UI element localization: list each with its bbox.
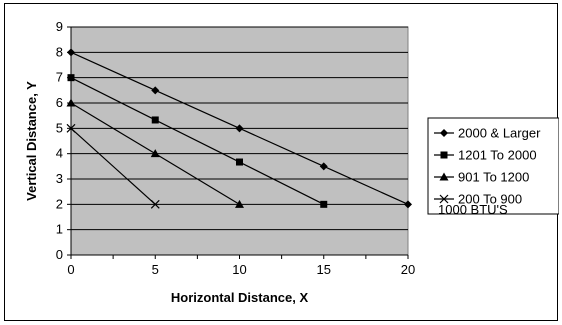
legend-label: 901 To 1200 <box>458 170 529 185</box>
data-point <box>320 200 328 208</box>
legend-entry: 200 To 900 <box>434 192 522 207</box>
y-tick-label: 5 <box>56 120 63 135</box>
data-point <box>404 200 412 209</box>
y-tick-label: 7 <box>56 70 63 85</box>
data-point <box>66 98 76 107</box>
x-tick-label: 20 <box>401 262 415 277</box>
y-axis-title: Vertical Distance, Y <box>24 81 39 201</box>
data-point <box>151 86 160 95</box>
y-tick-label: 8 <box>56 44 63 59</box>
x-axis-title: Horizontal Distance, X <box>171 290 309 305</box>
plot-area <box>70 26 409 256</box>
legend-marker <box>440 129 448 137</box>
legend-entry: 2000 & Larger <box>434 126 541 141</box>
x-tick-label: 0 <box>67 262 74 277</box>
legend-label: 1201 To 2000 <box>458 148 537 163</box>
data-point <box>235 199 244 208</box>
legend-marker <box>439 194 449 204</box>
y-tick-label: 2 <box>56 196 63 211</box>
y-tick-label: 3 <box>56 171 63 186</box>
legend-entry: 1201 To 2000 <box>434 148 537 163</box>
series-line <box>70 127 156 205</box>
legend-box <box>427 117 559 215</box>
y-tick-label: 1 <box>56 222 63 237</box>
series-4 <box>66 123 160 209</box>
series-line <box>70 77 325 205</box>
series-layer <box>66 48 412 209</box>
x-marker-stroke <box>439 194 449 204</box>
tick-labels: 0 1 2 3 4 5 6 7 8 9 0 5 10 15 20 <box>56 19 415 277</box>
x-marker-stroke <box>66 123 76 133</box>
y-tick-label: 9 <box>56 19 63 34</box>
series-2 <box>67 74 328 208</box>
units-note: 1000 BTU'S <box>438 202 508 217</box>
legend-entry: 901 To 1200 <box>434 170 529 185</box>
data-point <box>67 74 75 82</box>
y-tick-label: 4 <box>56 146 63 161</box>
y-tick-label: 6 <box>56 95 63 110</box>
x-marker-stroke <box>150 199 160 209</box>
series-3 <box>66 98 244 208</box>
data-point <box>150 149 160 158</box>
chart-frame: 0 1 2 3 4 5 6 7 8 9 0 5 10 15 20 Vertical Distance, Y … <box>4 3 559 321</box>
data-point <box>150 199 160 209</box>
data-point <box>319 162 328 171</box>
x-tick-label: 15 <box>317 262 331 277</box>
legend: 2000 & Larger 1201 To 2000 901 To 1200 200 … <box>427 117 559 215</box>
x-tick-label: 10 <box>232 262 246 277</box>
y-tick-label: 0 <box>56 247 63 262</box>
data-point <box>151 116 159 124</box>
data-point <box>236 158 243 166</box>
legend-marker <box>440 151 448 159</box>
legend-label: 2000 & Larger <box>458 126 541 141</box>
data-point <box>235 124 244 133</box>
series-1 <box>67 48 412 209</box>
legend-label: 200 To 900 <box>458 192 522 207</box>
data-point <box>66 123 76 133</box>
x-tick-label: 5 <box>152 262 159 277</box>
data-point <box>67 48 75 57</box>
legend-marker <box>439 172 449 181</box>
